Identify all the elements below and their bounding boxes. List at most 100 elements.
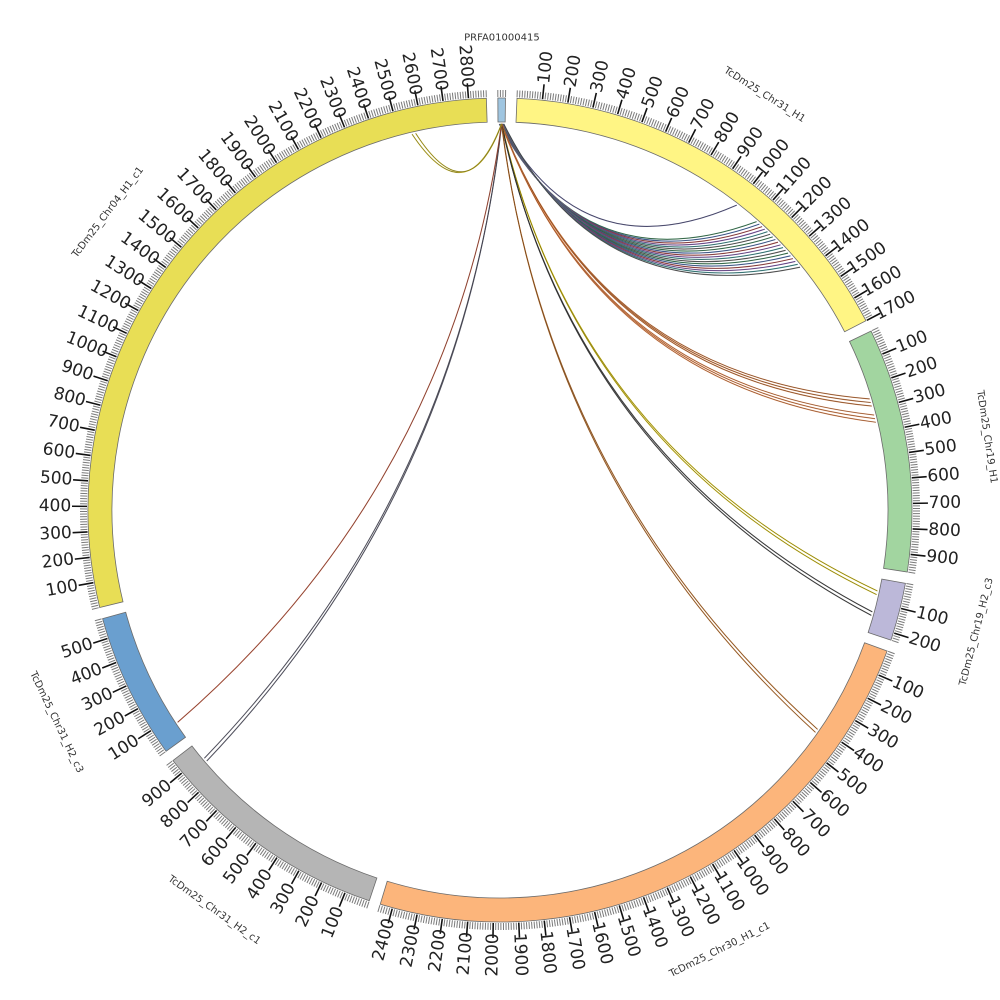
minor-tick bbox=[150, 275, 158, 281]
minor-tick bbox=[621, 904, 625, 912]
minor-tick bbox=[678, 882, 683, 889]
minor-tick bbox=[301, 139, 306, 147]
minor-tick bbox=[196, 795, 203, 802]
minor-tick bbox=[279, 861, 284, 868]
minor-tick bbox=[824, 764, 831, 770]
tick-label: 100 bbox=[889, 672, 927, 703]
minor-tick bbox=[579, 915, 582, 923]
major-tick bbox=[73, 478, 89, 482]
segment-PRFA01000415 bbox=[497, 97, 506, 123]
minor-tick bbox=[451, 92, 454, 100]
link-TcDm25_Chr04_H1_c1 bbox=[411, 123, 502, 174]
major-tick bbox=[245, 164, 257, 178]
minor-tick bbox=[779, 813, 786, 820]
minor-tick bbox=[576, 915, 579, 923]
minor-tick bbox=[664, 888, 669, 896]
minor-tick bbox=[685, 878, 690, 886]
minor-tick bbox=[727, 854, 732, 861]
major-tick bbox=[169, 237, 182, 248]
minor-tick bbox=[457, 92, 459, 100]
minor-tick bbox=[286, 865, 291, 872]
minor-tick bbox=[669, 127, 674, 134]
minor-tick bbox=[134, 302, 142, 307]
minor-tick bbox=[153, 743, 160, 748]
minor-tick bbox=[191, 224, 197, 231]
tick-label: 500 bbox=[39, 467, 73, 489]
tick-label: 500 bbox=[923, 436, 958, 460]
minor-tick bbox=[81, 541, 89, 544]
minor-tick bbox=[320, 130, 324, 137]
minor-tick bbox=[174, 244, 181, 250]
minor-tick bbox=[699, 142, 704, 149]
minor-tick bbox=[177, 774, 184, 780]
major-tick bbox=[792, 800, 805, 813]
tick-label: 900 bbox=[59, 356, 96, 385]
minor-tick bbox=[261, 163, 267, 171]
minor-tick bbox=[115, 676, 123, 680]
major-tick bbox=[664, 117, 673, 132]
major-tick bbox=[246, 842, 257, 856]
minor-tick bbox=[96, 625, 104, 629]
minor-tick bbox=[823, 249, 830, 255]
minor-tick bbox=[819, 770, 826, 776]
tick-label: 100 bbox=[105, 731, 143, 765]
minor-tick bbox=[370, 110, 374, 118]
minor-tick bbox=[387, 907, 391, 915]
minor-tick bbox=[895, 627, 903, 631]
segments-layer bbox=[87, 97, 913, 923]
minor-tick bbox=[612, 105, 616, 113]
minor-tick bbox=[83, 451, 92, 454]
major-tick bbox=[593, 911, 599, 927]
minor-tick bbox=[571, 916, 574, 924]
minor-tick bbox=[156, 747, 163, 753]
minor-tick bbox=[453, 920, 456, 928]
minor-tick bbox=[116, 678, 124, 683]
major-tick bbox=[465, 921, 469, 937]
minor-tick bbox=[156, 267, 164, 273]
minor-tick bbox=[551, 919, 554, 927]
minor-tick bbox=[572, 96, 575, 104]
minor-tick bbox=[89, 420, 97, 424]
minor-tick bbox=[909, 453, 917, 456]
minor-tick bbox=[787, 806, 793, 812]
minor-tick bbox=[270, 157, 275, 165]
minor-tick bbox=[427, 916, 431, 924]
minor-tick bbox=[81, 472, 89, 474]
minor-tick bbox=[613, 906, 617, 914]
minor-tick bbox=[891, 639, 899, 644]
minor-tick bbox=[299, 140, 304, 148]
minor-tick bbox=[829, 758, 836, 764]
minor-tick bbox=[569, 96, 573, 104]
minor-tick bbox=[81, 539, 89, 541]
major-tick bbox=[187, 791, 200, 804]
minor-tick bbox=[113, 344, 121, 348]
minor-tick bbox=[421, 97, 424, 105]
minor-tick bbox=[584, 914, 587, 922]
minor-tick bbox=[105, 365, 113, 370]
minor-tick bbox=[614, 106, 618, 114]
minor-tick bbox=[785, 808, 791, 814]
minor-tick bbox=[862, 706, 870, 711]
minor-tick bbox=[147, 734, 154, 740]
minor-tick bbox=[228, 188, 234, 195]
minor-tick bbox=[810, 233, 817, 239]
minor-tick bbox=[652, 893, 657, 901]
major-tick bbox=[440, 85, 444, 102]
minor-tick bbox=[118, 683, 126, 688]
minor-tick bbox=[127, 315, 134, 321]
minor-tick bbox=[860, 711, 867, 716]
minor-tick bbox=[558, 918, 561, 926]
minor-tick bbox=[151, 741, 159, 746]
minor-tick bbox=[217, 815, 223, 822]
minor-tick bbox=[849, 728, 857, 734]
minor-tick bbox=[897, 397, 905, 401]
minor-tick bbox=[382, 906, 386, 914]
minor-tick bbox=[393, 103, 396, 111]
tick-label: 200 bbox=[292, 892, 324, 930]
minor-tick bbox=[835, 265, 843, 271]
link-outline bbox=[501, 123, 877, 595]
major-tick bbox=[904, 423, 920, 429]
major-tick bbox=[290, 136, 300, 150]
minor-tick bbox=[220, 195, 227, 202]
minor-tick bbox=[377, 905, 381, 913]
